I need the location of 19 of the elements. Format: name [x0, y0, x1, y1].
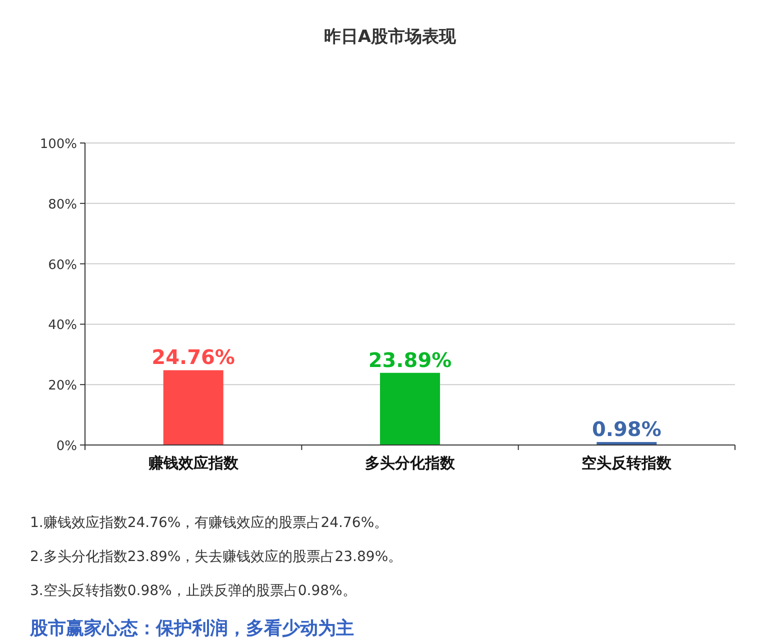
- y-tick-label: 60%: [48, 258, 77, 273]
- y-tick-label: 0%: [56, 439, 77, 454]
- data-label: 23.89%: [368, 348, 452, 372]
- text: 3.空头反转指数0.98%，止跌反弹的股票占0.98%。: [30, 583, 356, 599]
- x-tick-label: 赚钱效应指数: [147, 454, 240, 472]
- text: 2.多头分化指数23.89%，失去赚钱效应的股票占23.89%。: [30, 549, 402, 565]
- y-tick-label: 80%: [48, 197, 77, 212]
- bar: [380, 372, 440, 445]
- y-tick-label: 40%: [48, 318, 77, 334]
- x-tick-label: 空头反转指数: [582, 454, 673, 472]
- data-label: 24.76%: [152, 345, 235, 370]
- data-label: 0.98%: [592, 417, 662, 442]
- chart-title: 昨日A股市场表现: [324, 27, 458, 47]
- x-tick-label: 多头分化指数: [365, 454, 456, 472]
- text: 1.赚钱效应指数24.76%，有赚钱效应的股票占24.76%。: [30, 515, 388, 531]
- text: 股市赢家心态：保护利润，多看少动为主: [29, 618, 354, 638]
- bar: [163, 370, 224, 445]
- y-tick-label: 20%: [48, 378, 77, 394]
- y-tick-label: 100%: [40, 137, 77, 152]
